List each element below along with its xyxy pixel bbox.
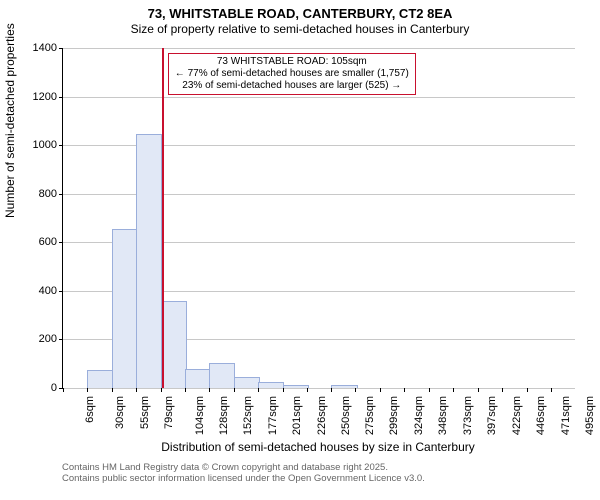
ytick-label: 1400 — [33, 42, 57, 54]
xtick-mark — [63, 388, 64, 392]
xtick-label: 373sqm — [462, 396, 474, 435]
xtick-mark — [112, 388, 113, 392]
gridline — [63, 388, 575, 389]
xtick-mark — [283, 388, 284, 392]
xtick-label: 324sqm — [414, 396, 426, 435]
xtick-label: 446sqm — [535, 396, 547, 435]
xtick-mark — [185, 388, 186, 392]
histogram-bar — [185, 369, 211, 388]
histogram-bar — [161, 301, 187, 388]
xtick-label: 104sqm — [194, 396, 206, 435]
annotation-line3: 23% of semi-detached houses are larger (… — [175, 80, 409, 92]
chart-subtitle: Size of property relative to semi-detach… — [0, 22, 600, 36]
ytick-mark — [59, 48, 63, 49]
annotation-line1: 73 WHITSTABLE ROAD: 105sqm — [175, 56, 409, 68]
xtick-label: 79sqm — [163, 396, 175, 429]
histogram-bar — [112, 229, 138, 388]
xtick-label: 177sqm — [267, 396, 279, 435]
xtick-mark — [87, 388, 88, 392]
xtick-label: 152sqm — [242, 396, 254, 435]
ytick-mark — [59, 145, 63, 146]
xtick-mark — [551, 388, 552, 392]
xtick-label: 250sqm — [340, 396, 352, 435]
xtick-mark — [331, 388, 332, 392]
ytick-label: 400 — [39, 285, 57, 297]
xtick-mark — [478, 388, 479, 392]
title-line2: Size of property relative to semi-detach… — [131, 22, 470, 36]
xtick-mark — [234, 388, 235, 392]
xtick-label: 495sqm — [584, 396, 596, 435]
y-axis-label: Number of semi-detached properties — [3, 23, 17, 218]
ytick-mark — [59, 291, 63, 292]
xtick-mark — [380, 388, 381, 392]
ytick-label: 200 — [39, 333, 57, 345]
xtick-label: 55sqm — [139, 396, 151, 429]
xtick-label: 201sqm — [291, 396, 303, 435]
ytick-label: 0 — [51, 382, 57, 394]
ytick-mark — [59, 194, 63, 195]
ytick-mark — [59, 97, 63, 98]
footer-line2: Contains public sector information licen… — [62, 473, 425, 484]
xtick-label: 397sqm — [486, 396, 498, 435]
footer-line1: Contains HM Land Registry data © Crown c… — [62, 462, 425, 473]
xtick-label: 6sqm — [84, 396, 96, 423]
x-axis-label: Distribution of semi-detached houses by … — [161, 440, 475, 454]
gridline — [63, 97, 575, 98]
histogram-bar — [234, 377, 260, 388]
title-line1: 73, WHITSTABLE ROAD, CANTERBURY, CT2 8EA — [148, 6, 453, 21]
ytick-label: 1000 — [33, 139, 57, 151]
xtick-mark — [429, 388, 430, 392]
histogram-bar — [331, 385, 357, 388]
ytick-label: 1200 — [33, 91, 57, 103]
xtick-mark — [355, 388, 356, 392]
xtick-mark — [136, 388, 137, 392]
xtick-label: 299sqm — [389, 396, 401, 435]
histogram-bar — [87, 370, 113, 388]
ytick-label: 800 — [39, 188, 57, 200]
xtick-label: 422sqm — [511, 396, 523, 435]
histogram-bar — [283, 385, 309, 388]
xtick-mark — [209, 388, 210, 392]
xtick-label: 30sqm — [114, 396, 126, 429]
chart-container: 73, WHITSTABLE ROAD, CANTERBURY, CT2 8EA… — [0, 0, 600, 500]
ytick-label: 600 — [39, 236, 57, 248]
gridline — [63, 48, 575, 49]
chart-title: 73, WHITSTABLE ROAD, CANTERBURY, CT2 8EA — [0, 0, 600, 22]
plot-area: 02004006008001000120014006sqm30sqm55sqm7… — [62, 48, 575, 389]
xtick-mark — [258, 388, 259, 392]
xtick-label: 128sqm — [218, 396, 230, 435]
xtick-mark — [404, 388, 405, 392]
xtick-label: 471sqm — [560, 396, 572, 435]
xtick-label: 275sqm — [365, 396, 377, 435]
annotation-line2: ← 77% of semi-detached houses are smalle… — [175, 68, 409, 80]
xtick-label: 226sqm — [316, 396, 328, 435]
ytick-mark — [59, 339, 63, 340]
property-marker-line — [162, 48, 164, 388]
xtick-mark — [307, 388, 308, 392]
histogram-bar — [258, 382, 284, 388]
ytick-mark — [59, 242, 63, 243]
xtick-mark — [453, 388, 454, 392]
xtick-mark — [161, 388, 162, 392]
xtick-mark — [527, 388, 528, 392]
footer-attribution: Contains HM Land Registry data © Crown c… — [62, 462, 425, 485]
annotation-box: 73 WHITSTABLE ROAD: 105sqm← 77% of semi-… — [168, 53, 416, 95]
histogram-bar — [136, 134, 162, 388]
histogram-bar — [209, 363, 235, 388]
xtick-label: 348sqm — [437, 396, 449, 435]
xtick-mark — [502, 388, 503, 392]
